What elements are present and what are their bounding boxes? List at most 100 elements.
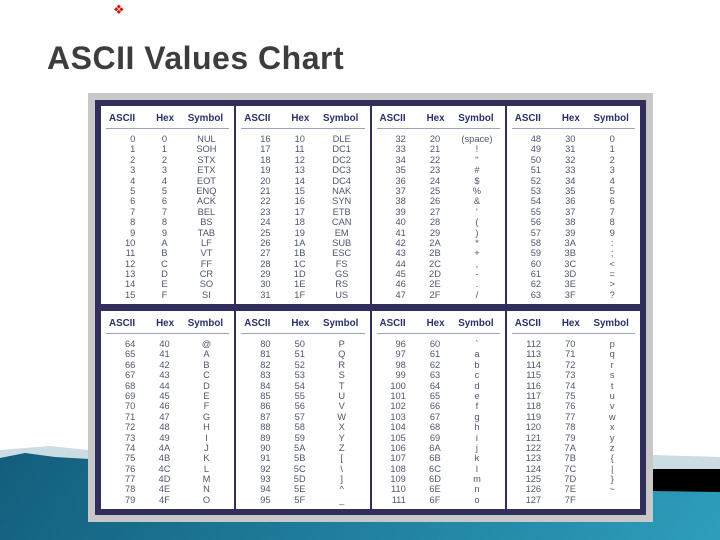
- hex-cell: 77: [565, 411, 576, 422]
- ascii-row: 82 52 R: [240, 360, 365, 370]
- ascii-row: 65 41 A: [105, 349, 230, 359]
- hex-cell: 62: [429, 359, 441, 370]
- ascii-row: 95 5F _: [240, 495, 365, 505]
- ascii-row: 1 1 SOH: [105, 144, 230, 154]
- sym-cell: G: [202, 411, 211, 422]
- ascii-row: 40 28 (: [376, 217, 501, 227]
- ascii-row: 123 7B {: [511, 453, 636, 463]
- ascii-row: 127 7F: [511, 495, 636, 505]
- dec-cell: 42: [395, 237, 406, 248]
- subtable-rows: 96 60 ` 97 61 a 98 62 b 99 63 c 100 64 d 101 65 e 102 66 f 10…: [372, 336, 505, 505]
- sym-cell: SI: [202, 289, 211, 300]
- dec-cell: 68: [124, 380, 136, 391]
- sym-cell: {: [610, 453, 614, 464]
- header-ascii: ASCII: [109, 318, 136, 329]
- dec-cell: 1: [130, 144, 136, 155]
- ascii-row: 60 3C <: [511, 259, 636, 269]
- dec-cell: 33: [395, 144, 406, 155]
- subtable-header: ASCII Hex Symbol: [507, 311, 640, 332]
- ascii-row: 54 36 6: [511, 196, 636, 206]
- ascii-row: 72 48 H: [105, 422, 230, 432]
- dec-cell: 80: [260, 339, 271, 349]
- hex-cell: 11: [294, 144, 305, 155]
- hex-cell: D: [161, 269, 168, 280]
- sym-cell: DC1: [332, 144, 351, 155]
- sym-cell: C: [203, 370, 210, 381]
- hex-cell: 3C: [564, 258, 577, 269]
- ascii-row: 38 26 &: [376, 196, 501, 206]
- dec-cell: 11: [125, 248, 136, 259]
- sym-cell: US: [335, 289, 349, 300]
- dec-cell: 109: [390, 474, 406, 485]
- subtable-rows: 16 10 DLE 17 11 DC1 18 12 DC2 19 13 DC3 20 14 DC4 21 15 N…: [236, 131, 369, 300]
- hex-cell: 5A: [294, 442, 306, 453]
- dec-cell: 120: [525, 422, 542, 433]
- dec-cell: 16: [260, 134, 271, 144]
- header-hex: Hex: [561, 318, 580, 329]
- hex-cell: 7C: [564, 463, 577, 474]
- ascii-row: 117 75 u: [511, 391, 636, 401]
- hex-cell: 30: [565, 134, 576, 144]
- header-symbol: Symbol: [593, 318, 629, 329]
- header-ascii: ASCII: [244, 318, 271, 329]
- sym-cell: [: [340, 453, 343, 464]
- sym-cell: NAK: [332, 185, 352, 196]
- sym-cell: M: [202, 474, 211, 485]
- sym-cell: Q: [338, 349, 346, 360]
- sym-cell: LF: [201, 237, 212, 248]
- header-rule: [241, 333, 365, 334]
- dec-cell: 28: [260, 258, 271, 269]
- sym-cell: B: [203, 359, 210, 370]
- sym-cell: FF: [200, 258, 213, 269]
- hex-cell: 21: [429, 144, 441, 155]
- sym-cell: ENQ: [196, 185, 217, 196]
- hex-cell: 67: [429, 411, 441, 422]
- sym-cell: H: [203, 422, 210, 433]
- hex-cell: 14: [294, 175, 305, 186]
- dec-cell: 17: [260, 144, 271, 155]
- hex-cell: 54: [294, 380, 305, 391]
- hex-cell: 46: [159, 401, 170, 412]
- ascii-row: 9 9 TAB: [105, 228, 230, 238]
- hex-cell: 3E: [564, 279, 576, 290]
- ascii-row: 58 3A:: [511, 238, 636, 248]
- ascii-row: 115 73 s: [511, 370, 636, 380]
- hex-cell: 58: [294, 422, 305, 433]
- dec-cell: 2: [130, 154, 136, 165]
- ascii-row: 100 64 d: [376, 381, 501, 391]
- ascii-row: 47 2F /: [376, 290, 501, 300]
- ascii-row: 78 4E N: [105, 484, 230, 494]
- hex-cell: 7: [161, 206, 168, 217]
- ascii-row: 111 6F o: [376, 495, 501, 505]
- dec-cell: 24: [260, 217, 271, 228]
- ascii-row: 122 7A z: [511, 443, 636, 453]
- header-rule: [511, 128, 635, 129]
- dec-cell: 124: [525, 463, 542, 474]
- dec-cell: 122: [525, 442, 542, 453]
- hex-cell: 7A: [564, 442, 576, 453]
- dec-cell: 67: [124, 370, 136, 381]
- header-hex: Hex: [426, 113, 445, 124]
- dec-cell: 123: [525, 453, 542, 464]
- ascii-row: 46 2E.: [376, 279, 501, 289]
- dec-cell: 52: [530, 175, 542, 186]
- ascii-row: 31 1F US: [240, 290, 365, 300]
- sym-cell: \: [340, 463, 343, 474]
- hex-cell: 1B: [294, 248, 306, 259]
- dec-cell: 5: [130, 185, 136, 196]
- dec-cell: 99: [395, 370, 406, 381]
- hex-cell: 2D: [429, 269, 441, 280]
- dec-cell: 71: [124, 411, 136, 422]
- hex-cell: 71: [565, 349, 576, 360]
- ascii-row: 105 69 i: [376, 433, 501, 443]
- dec-cell: 15: [124, 289, 136, 300]
- hex-cell: 47: [159, 411, 170, 422]
- hex-cell: A: [161, 237, 168, 248]
- ascii-row: 69 45 E: [105, 391, 230, 401]
- ascii-row: 25 19 EM: [240, 228, 365, 238]
- hex-cell: 3D: [564, 269, 577, 280]
- sym-cell: A: [203, 349, 210, 360]
- header-hex: Hex: [426, 318, 445, 329]
- dec-cell: 100: [390, 380, 406, 391]
- ascii-row: 3 3 ETX: [105, 165, 230, 175]
